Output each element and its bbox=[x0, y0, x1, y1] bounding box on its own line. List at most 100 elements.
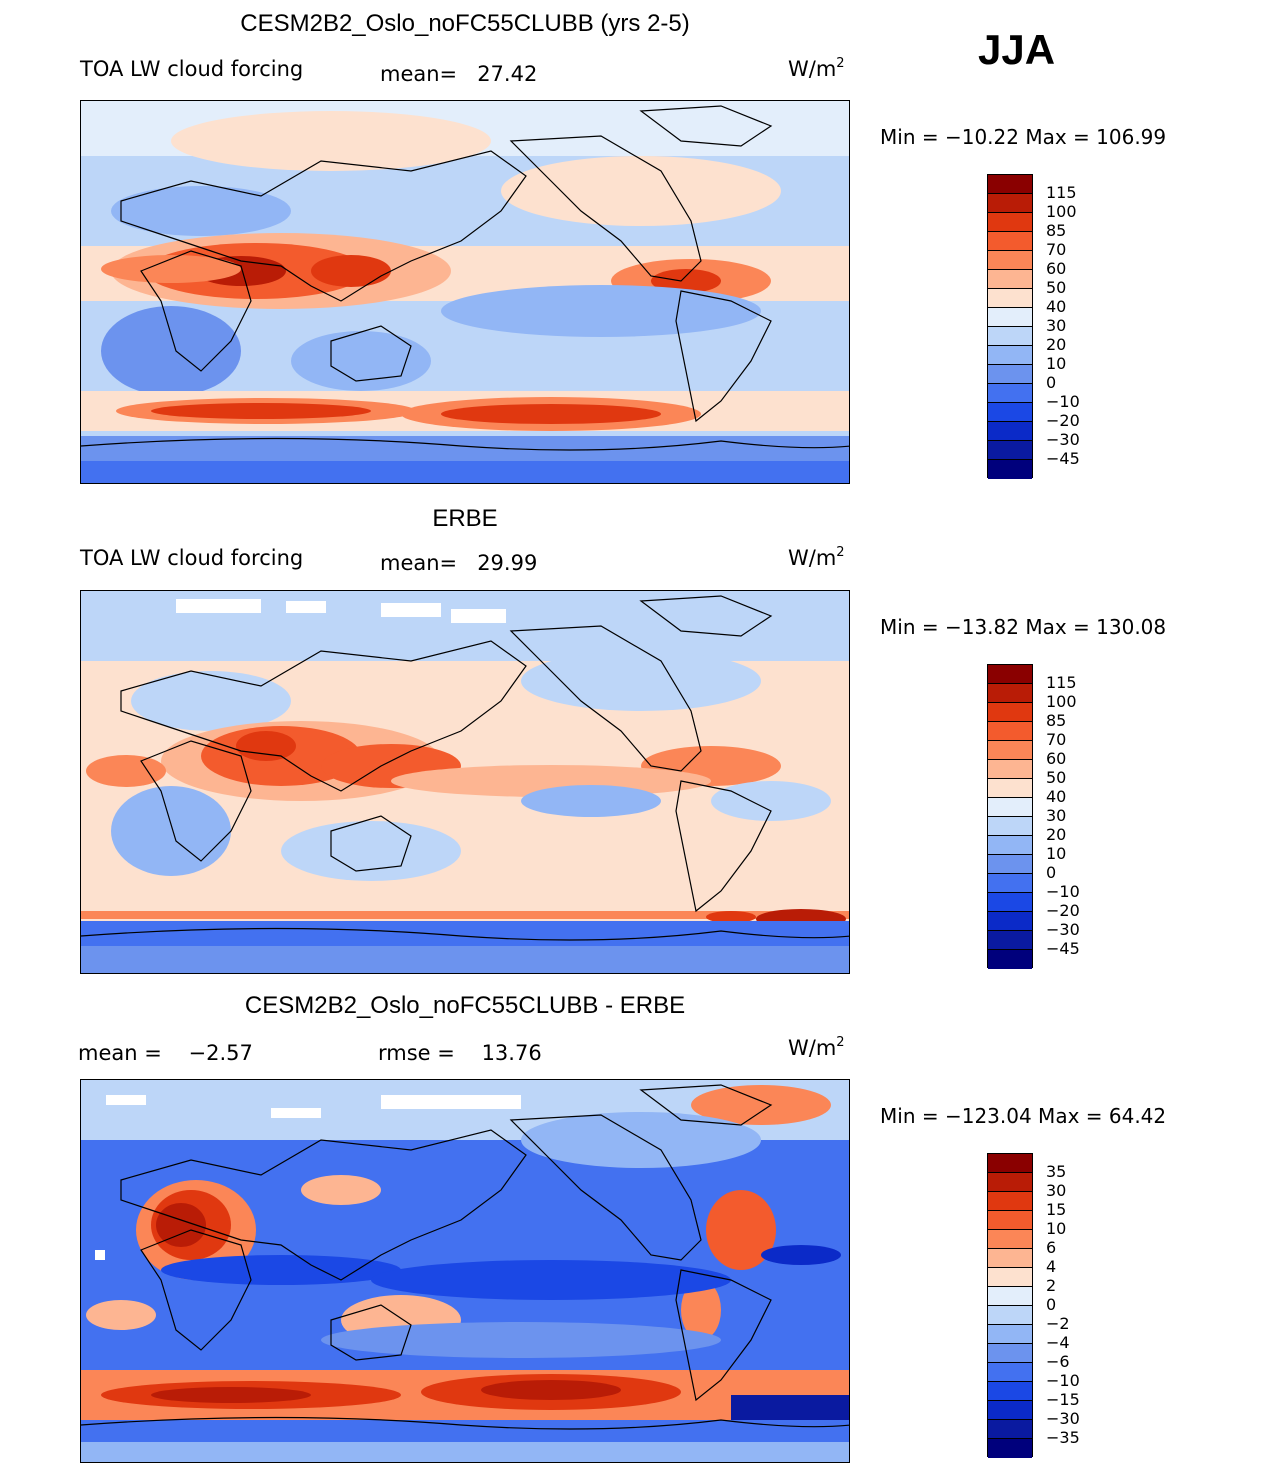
panel1-mean-value: 27.42 bbox=[477, 62, 538, 86]
panel2-map bbox=[80, 590, 850, 974]
panel2-colorbar-label: −10 bbox=[1046, 882, 1080, 901]
panel1-colorbar-labels: 115 100 85 70 60 50 40 30 20 10 0 −10 −20 −30 −45 bbox=[1046, 183, 1080, 468]
panel3-colorbar-swatch bbox=[988, 1420, 1032, 1439]
panel2-mean-label: mean= bbox=[380, 551, 458, 575]
panel1-colorbar-swatch bbox=[988, 251, 1032, 270]
panel2-colorbar-label: −30 bbox=[1046, 920, 1080, 939]
panel2-colorbar-label: 30 bbox=[1046, 806, 1067, 825]
panel3-colorbar-swatch bbox=[988, 1230, 1032, 1249]
panel1-colorbar-label: 115 bbox=[1046, 183, 1077, 202]
panel2-variable: TOA LW cloud forcing bbox=[80, 546, 304, 570]
panel1-minmax: Min = −10.22 Max = 106.99 bbox=[880, 125, 1167, 149]
panel2-colorbar-swatch bbox=[988, 741, 1032, 760]
panel1-colorbar-swatch bbox=[988, 289, 1032, 308]
panel3-mean-value: −2.57 bbox=[188, 1041, 253, 1065]
panel1-colorbar-label: 0 bbox=[1046, 373, 1057, 392]
panel3-colorbar-swatch bbox=[988, 1363, 1032, 1382]
panel2-colorbar-swatch bbox=[988, 874, 1032, 893]
panel2-title: ERBE bbox=[432, 505, 498, 532]
panel1-title: CESM2B2_Oslo_noFC55CLUBB (yrs 2-5) bbox=[240, 10, 690, 37]
panel1-colorbar-label: 30 bbox=[1046, 316, 1067, 335]
panel2-colorbar-label: 0 bbox=[1046, 863, 1057, 882]
panel3-colorbar-label: 30 bbox=[1046, 1181, 1067, 1200]
panel3-colorbar-swatch bbox=[988, 1325, 1032, 1344]
panel1-colorbar-label: 85 bbox=[1046, 221, 1067, 240]
panel3-colorbar-swatch bbox=[988, 1249, 1032, 1268]
panel3-map-field bbox=[81, 1080, 849, 1462]
panel3-colorbar-swatch bbox=[988, 1439, 1032, 1458]
panel3-colorbar-label: −10 bbox=[1046, 1371, 1080, 1390]
panel3-colorbar-label: −2 bbox=[1046, 1314, 1070, 1333]
panel3-colorbar-swatch bbox=[988, 1211, 1032, 1230]
panel3-mean: mean = −2.57 bbox=[78, 1041, 253, 1065]
panel2-colorbar-label: 10 bbox=[1046, 844, 1067, 863]
panel3-colorbar-label: 15 bbox=[1046, 1200, 1067, 1219]
panel3-title: CESM2B2_Oslo_noFC55CLUBB - ERBE bbox=[244, 992, 686, 1019]
panel3-rmse-value: 13.76 bbox=[481, 1041, 542, 1065]
panel2-colorbar-label: 85 bbox=[1046, 711, 1067, 730]
panel2-colorbar-swatch bbox=[988, 703, 1032, 722]
panel3-colorbar-label: 35 bbox=[1046, 1162, 1067, 1181]
panel1-mean-label: mean= bbox=[380, 62, 458, 86]
panel3-colorbar-swatch bbox=[988, 1344, 1032, 1363]
panel3-rmse: rmse = 13.76 bbox=[378, 1041, 542, 1065]
panel3-colorbar-swatch bbox=[988, 1382, 1032, 1401]
panel3-colorbar-label: −30 bbox=[1046, 1409, 1080, 1428]
panel1-colorbar-label: −20 bbox=[1046, 411, 1080, 430]
panel3-rmse-label: rmse = bbox=[378, 1041, 455, 1065]
panel3-colorbar-label: −15 bbox=[1046, 1390, 1080, 1409]
panel2-colorbar-label: 115 bbox=[1046, 673, 1077, 692]
panel1-colorbar-label: 10 bbox=[1046, 354, 1067, 373]
panel3-colorbar-label: −4 bbox=[1046, 1333, 1070, 1352]
panel3-colorbar-labels: 35 30 15 10 6 4 2 0 −2 −4 −6 −10 −15 −30 −35 bbox=[1046, 1162, 1080, 1447]
panel2-units: W/m2 bbox=[788, 545, 845, 570]
panel2-mean-value: 29.99 bbox=[477, 551, 538, 575]
panel1-map-field bbox=[81, 101, 849, 483]
panel3-mean-label: mean = bbox=[78, 1041, 162, 1065]
panel2-colorbar-swatch bbox=[988, 779, 1032, 798]
panel2-colorbar-labels: 115 100 85 70 60 50 40 30 20 10 0 −10 −20 −30 −45 bbox=[1046, 673, 1080, 958]
panel2-minmax: Min = −13.82 Max = 130.08 bbox=[880, 615, 1167, 639]
panel1-colorbar-swatch bbox=[988, 232, 1032, 251]
panel1-colorbar-swatch bbox=[988, 441, 1032, 460]
panel2-colorbar bbox=[987, 664, 1033, 969]
panel1-colorbar-swatch bbox=[988, 384, 1032, 403]
panel1-colorbar-label: −45 bbox=[1046, 449, 1080, 468]
panel2-colorbar-swatch bbox=[988, 760, 1032, 779]
panel3-units: W/m2 bbox=[788, 1035, 845, 1060]
panel2-colorbar-swatch bbox=[988, 722, 1032, 741]
panel2-colorbar-label: −20 bbox=[1046, 901, 1080, 920]
panel2-colorbar-swatch bbox=[988, 931, 1032, 950]
panel2-colorbar-label: 100 bbox=[1046, 692, 1077, 711]
panel2-colorbar-label: 50 bbox=[1046, 768, 1067, 787]
panel2-colorbar-swatch bbox=[988, 893, 1032, 912]
panel3-colorbar-label: −35 bbox=[1046, 1428, 1080, 1447]
panel3-minmax: Min = −123.04 Max = 64.42 bbox=[880, 1104, 1167, 1128]
panel1-colorbar-label: −10 bbox=[1046, 392, 1080, 411]
panel2-mean: mean= 29.99 bbox=[380, 551, 537, 575]
panel1-colorbar-label: 100 bbox=[1046, 202, 1077, 221]
panel2-colorbar-swatch bbox=[988, 817, 1032, 836]
panel1-colorbar bbox=[987, 174, 1033, 479]
panel3-colorbar-swatch bbox=[988, 1192, 1032, 1211]
panel2-colorbar-swatch bbox=[988, 855, 1032, 874]
panel3-colorbar-label: −6 bbox=[1046, 1352, 1070, 1371]
panel2-map-field bbox=[81, 591, 849, 973]
panel1-colorbar-label: 40 bbox=[1046, 297, 1067, 316]
panel3-colorbar-label: 4 bbox=[1046, 1257, 1057, 1276]
panel1-colorbar-label: 20 bbox=[1046, 335, 1067, 354]
panel2-colorbar-swatch bbox=[988, 912, 1032, 931]
panel1-colorbar-swatch bbox=[988, 308, 1032, 327]
panel3-colorbar-swatch bbox=[988, 1401, 1032, 1420]
season-label: JJA bbox=[978, 26, 1056, 73]
panel1-colorbar-swatch bbox=[988, 346, 1032, 365]
panel2-colorbar-label: 60 bbox=[1046, 749, 1067, 768]
panel2-colorbar-swatch bbox=[988, 665, 1032, 684]
panel1-colorbar-swatch bbox=[988, 327, 1032, 346]
panel3-map bbox=[80, 1079, 850, 1463]
panel1-colorbar-label: 70 bbox=[1046, 240, 1067, 259]
panel1-colorbar-label: 60 bbox=[1046, 259, 1067, 278]
panel1-colorbar-swatch bbox=[988, 175, 1032, 194]
panel2-colorbar-swatch bbox=[988, 798, 1032, 817]
panel1-colorbar-swatch bbox=[988, 270, 1032, 289]
